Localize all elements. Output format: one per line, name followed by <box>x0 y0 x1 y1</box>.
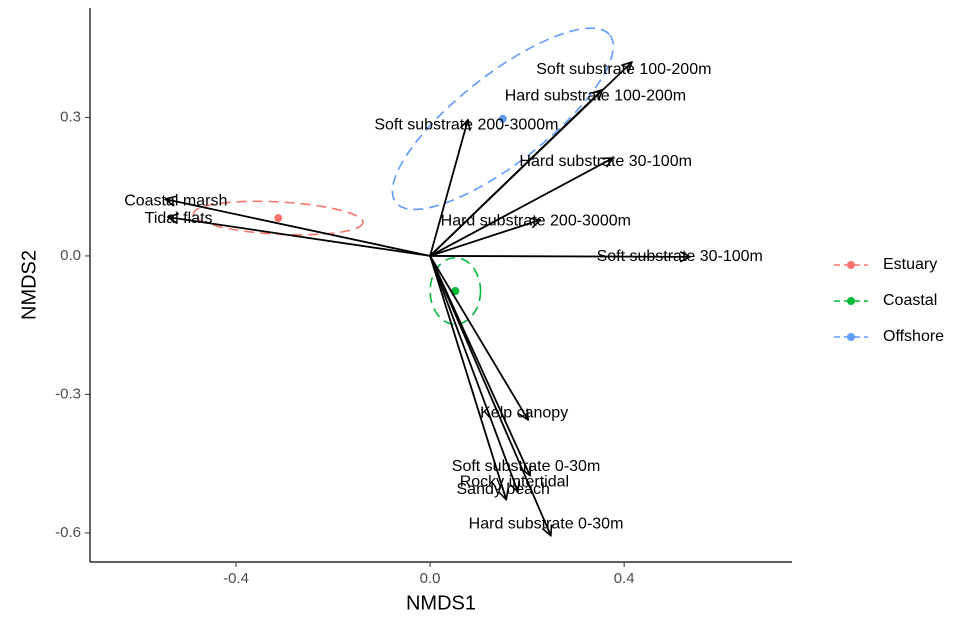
y-tick-label: 0.3 <box>60 108 81 125</box>
group-centroid <box>451 287 460 296</box>
vector-label: Coastal marsh <box>124 193 227 210</box>
vector-arrow <box>429 255 551 536</box>
legend-label: Coastal <box>883 292 937 309</box>
x-tick-label: 0.0 <box>420 570 441 587</box>
y-tick-label: -0.6 <box>55 524 81 541</box>
vector-arrow <box>429 255 506 500</box>
vector-arrow <box>165 199 431 257</box>
x-tick-label: 0.4 <box>614 570 635 587</box>
vector-label: Hard substrate 100-200m <box>505 88 686 105</box>
vector-label: Rocky intertidal <box>460 474 569 491</box>
vector-arrow <box>429 90 602 257</box>
y-axis-title: NMDS2 <box>18 250 40 320</box>
vector-label: Hard substrate 200-3000m <box>441 213 631 230</box>
legend-label: Offshore <box>883 328 944 345</box>
vector-arrow <box>430 256 690 257</box>
x-tick-label: -0.4 <box>223 570 249 587</box>
vector-label: Tidal flats <box>145 210 213 227</box>
vector-arrow <box>429 120 468 257</box>
vector-label: Sandy beach <box>457 481 550 498</box>
vector-label: Soft substrate 30-100m <box>597 248 763 265</box>
legend-dot <box>847 333 855 341</box>
y-tick-label: -0.3 <box>55 385 81 402</box>
vector-arrow <box>168 217 431 257</box>
vector-arrow <box>429 220 540 257</box>
legend-label: Estuary <box>883 256 937 273</box>
y-tick-label: 0.0 <box>60 247 81 264</box>
group-centroid <box>274 214 283 223</box>
vector-arrow <box>429 255 528 420</box>
vector-label: Kelp canopy <box>480 404 568 421</box>
x-axis-title: NMDS1 <box>406 592 476 614</box>
vector-arrow <box>429 255 518 492</box>
vector-label: Soft substrate 0-30m <box>452 458 601 475</box>
vector-label: Soft substrate 200-3000m <box>374 116 558 133</box>
vector-label: Soft substrate 100-200m <box>536 61 711 78</box>
vector-label: Hard substrate 0-30m <box>469 516 624 533</box>
group-ellipse <box>429 256 482 326</box>
vector-arrow <box>429 158 613 257</box>
group-centroid <box>498 114 507 123</box>
group-ellipse <box>391 27 615 211</box>
legend-dot <box>847 297 855 305</box>
vector-label: Hard substrate 30-100m <box>519 153 692 170</box>
legend-dot <box>847 261 855 269</box>
